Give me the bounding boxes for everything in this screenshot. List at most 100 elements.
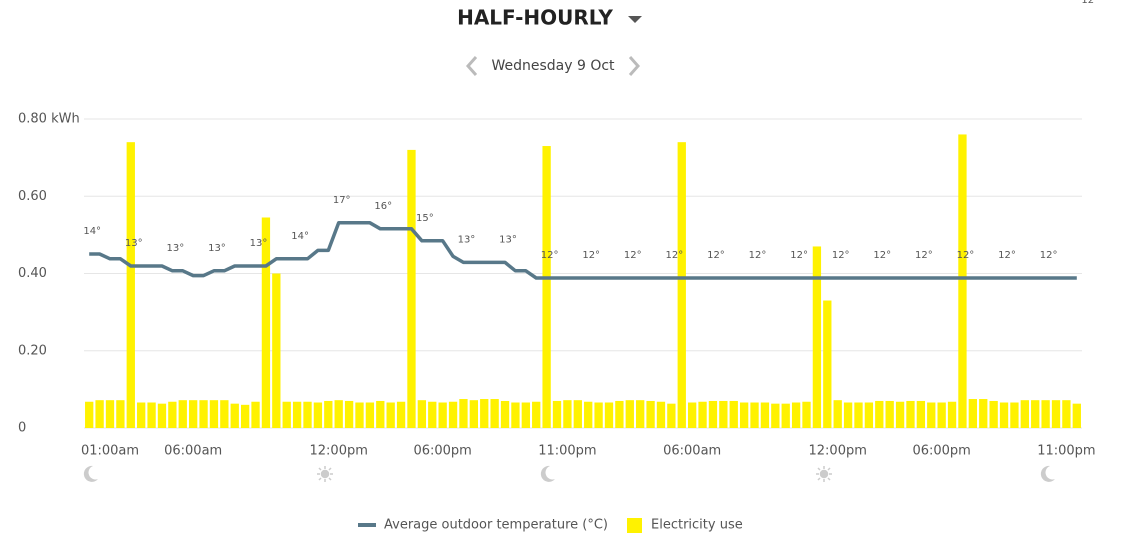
bar <box>625 400 634 428</box>
bar <box>646 400 655 428</box>
bar <box>823 300 832 428</box>
date-label: Wednesday 9 Oct <box>491 58 615 74</box>
bar <box>615 400 624 428</box>
bar <box>480 399 489 428</box>
moon-icon <box>83 465 98 482</box>
temperature-label: 12° <box>873 250 891 261</box>
temperature-label: 13° <box>458 234 476 245</box>
bar <box>147 402 156 428</box>
bar <box>490 399 499 428</box>
bar <box>355 402 364 428</box>
temperature-label: 15° <box>416 213 434 224</box>
bar <box>303 401 312 428</box>
bar <box>999 402 1009 428</box>
bar <box>1041 400 1050 428</box>
bar <box>750 402 759 428</box>
bar <box>220 400 229 428</box>
bar <box>771 403 780 428</box>
bar <box>240 404 250 428</box>
view-title[interactable]: HALF-HOURLY <box>457 6 613 30</box>
bar <box>667 403 676 428</box>
bar <box>677 142 686 429</box>
bar <box>1072 403 1081 428</box>
bar <box>137 402 146 428</box>
bar <box>864 402 874 428</box>
temperature-label: 12° <box>624 250 642 261</box>
next-day[interactable] <box>628 56 641 76</box>
bar <box>178 400 187 428</box>
bar <box>209 400 219 428</box>
bar <box>168 401 177 428</box>
bar <box>636 400 645 428</box>
bar <box>594 402 603 428</box>
temperature-label: 12° <box>1081 0 1099 6</box>
bar <box>875 400 884 428</box>
temperature-label: 12° <box>915 250 933 261</box>
temperature-label: 12° <box>582 250 600 261</box>
bar <box>906 400 915 428</box>
x-tick-label: 12:00pm <box>310 444 368 459</box>
temperature-label: 12° <box>665 250 683 261</box>
x-tick-label: 11:00pm <box>538 444 596 459</box>
bar <box>927 402 936 428</box>
bar <box>760 402 770 428</box>
temperature-label: 12° <box>832 250 850 261</box>
temperature-label: 16° <box>374 201 392 212</box>
bar <box>230 403 239 428</box>
bar <box>1062 400 1071 428</box>
bar <box>947 401 957 428</box>
bar <box>989 400 998 428</box>
temperature-label: 13° <box>250 238 268 249</box>
bar <box>1031 400 1040 428</box>
legend-label: Average outdoor temperature (°C) <box>384 518 608 533</box>
bar <box>407 149 416 428</box>
x-tick-label: 12:00pm <box>809 444 867 459</box>
bar <box>812 246 822 428</box>
temperature-label: 12° <box>790 250 808 261</box>
bar <box>854 402 863 428</box>
bar <box>604 402 614 428</box>
bar <box>885 400 894 428</box>
bar <box>708 400 718 428</box>
bar <box>698 401 707 428</box>
bar <box>157 403 167 428</box>
x-tick-label: 06:00am <box>164 444 222 459</box>
bar <box>251 401 260 428</box>
bar <box>469 400 479 428</box>
bar <box>895 401 905 428</box>
x-tick-label: 01:00am <box>81 444 139 459</box>
bar <box>334 400 343 428</box>
bar <box>979 399 988 428</box>
bar <box>261 217 271 428</box>
temperature-label: 12° <box>749 250 767 261</box>
bar <box>438 402 447 428</box>
bar <box>937 402 946 428</box>
x-tick-label: 11:00pm <box>1037 444 1095 459</box>
bar <box>448 401 458 428</box>
bar <box>552 400 562 428</box>
bar <box>85 401 94 428</box>
bar <box>95 400 104 428</box>
temperature-line <box>89 221 1077 280</box>
prev-day[interactable] <box>465 56 478 76</box>
bar <box>802 401 811 428</box>
dropdown-arrow[interactable] <box>628 16 642 23</box>
temperature-label: 13° <box>125 238 143 249</box>
bar <box>573 400 582 428</box>
bar <box>272 273 281 428</box>
bar <box>1010 402 1019 428</box>
temperature-label: 14° <box>83 226 101 237</box>
bar <box>282 401 291 428</box>
bar <box>542 146 551 428</box>
bar <box>968 399 978 428</box>
temperature-label: 13° <box>166 243 184 254</box>
bar <box>687 402 697 428</box>
sun-icon <box>816 466 832 482</box>
bar <box>656 401 666 428</box>
bar <box>417 400 427 428</box>
bar <box>781 403 790 428</box>
bar <box>719 400 728 428</box>
bar <box>843 402 853 428</box>
temperature-label: 13° <box>208 243 226 254</box>
